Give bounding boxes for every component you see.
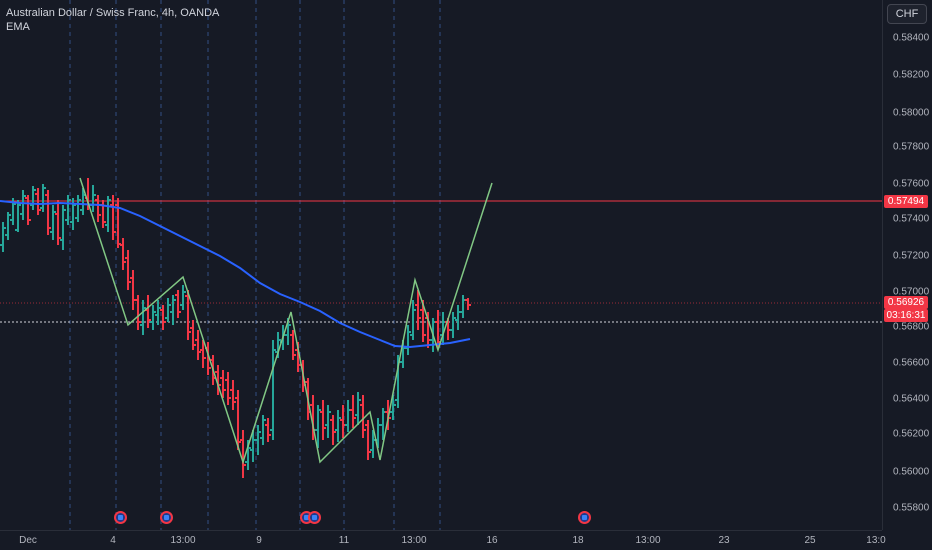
price-tick-label: 0.56200 — [893, 428, 930, 440]
price-tick-label: 0.57000 — [893, 286, 930, 298]
time-tick-label: 13:00 — [401, 535, 427, 546]
price-tick-label: 0.58200 — [893, 69, 930, 81]
time-tick-label: 11 — [338, 535, 350, 546]
economic-event-icon[interactable] — [308, 511, 321, 524]
price-tick-label: 0.55800 — [893, 502, 930, 514]
chart-canvas[interactable] — [0, 0, 882, 530]
price-tick-label: 0.58400 — [893, 32, 930, 44]
time-tick-label: 16 — [486, 535, 498, 546]
symbol-title[interactable]: Australian Dollar / Swiss Franc, 4h, OAN… — [6, 7, 220, 19]
price-tick-label: 0.57800 — [893, 141, 930, 153]
time-tick-label: 4 — [110, 535, 116, 546]
economic-event-icon[interactable] — [114, 511, 127, 524]
price-axis[interactable]: 0.58400 0.58200 0.58000 0.57800 0.57600 0.574… — [882, 0, 932, 530]
time-tick-label: 13:0 — [866, 535, 886, 546]
time-tick-label: 9 — [256, 535, 262, 546]
hline-price-tag: 0.57494 — [884, 195, 928, 208]
chart-area[interactable] — [0, 0, 882, 530]
bar-countdown-tag: 03:16:31 — [884, 309, 928, 322]
price-tick-label: 0.57600 — [893, 178, 930, 190]
time-tick-label: Dec — [19, 535, 37, 546]
economic-event-icon[interactable] — [160, 511, 173, 524]
time-tick-label: 25 — [804, 535, 816, 546]
price-tick-label: 0.56400 — [893, 393, 930, 405]
ema-line — [0, 200, 471, 349]
time-tick-label: 18 — [572, 535, 584, 546]
price-tick-label: 0.56600 — [893, 357, 930, 369]
currency-button[interactable]: CHF — [887, 4, 927, 24]
time-tick-label: 23 — [718, 535, 730, 546]
time-tick-label: 13:00 — [170, 535, 196, 546]
economic-event-icon[interactable] — [578, 511, 591, 524]
time-tick-label: 13:00 — [635, 535, 661, 546]
price-tick-label: 0.56800 — [893, 321, 930, 333]
price-tick-label: 0.57200 — [893, 250, 930, 262]
price-tick-label: 0.57400 — [893, 213, 930, 225]
chart-legend: Australian Dollar / Swiss Franc, 4h, OAN… — [6, 6, 219, 34]
price-tick-label: 0.58000 — [893, 107, 930, 119]
time-axis[interactable]: Dec 4 13:00 9 11 13:00 16 18 13:00 23 25 13:0 — [0, 530, 886, 550]
last-price-tag: 0.56926 — [884, 296, 928, 309]
zigzag-pattern-line — [79, 177, 493, 465]
price-tick-label: 0.56000 — [893, 466, 930, 478]
indicator-label-ema[interactable]: EMA — [6, 21, 30, 33]
